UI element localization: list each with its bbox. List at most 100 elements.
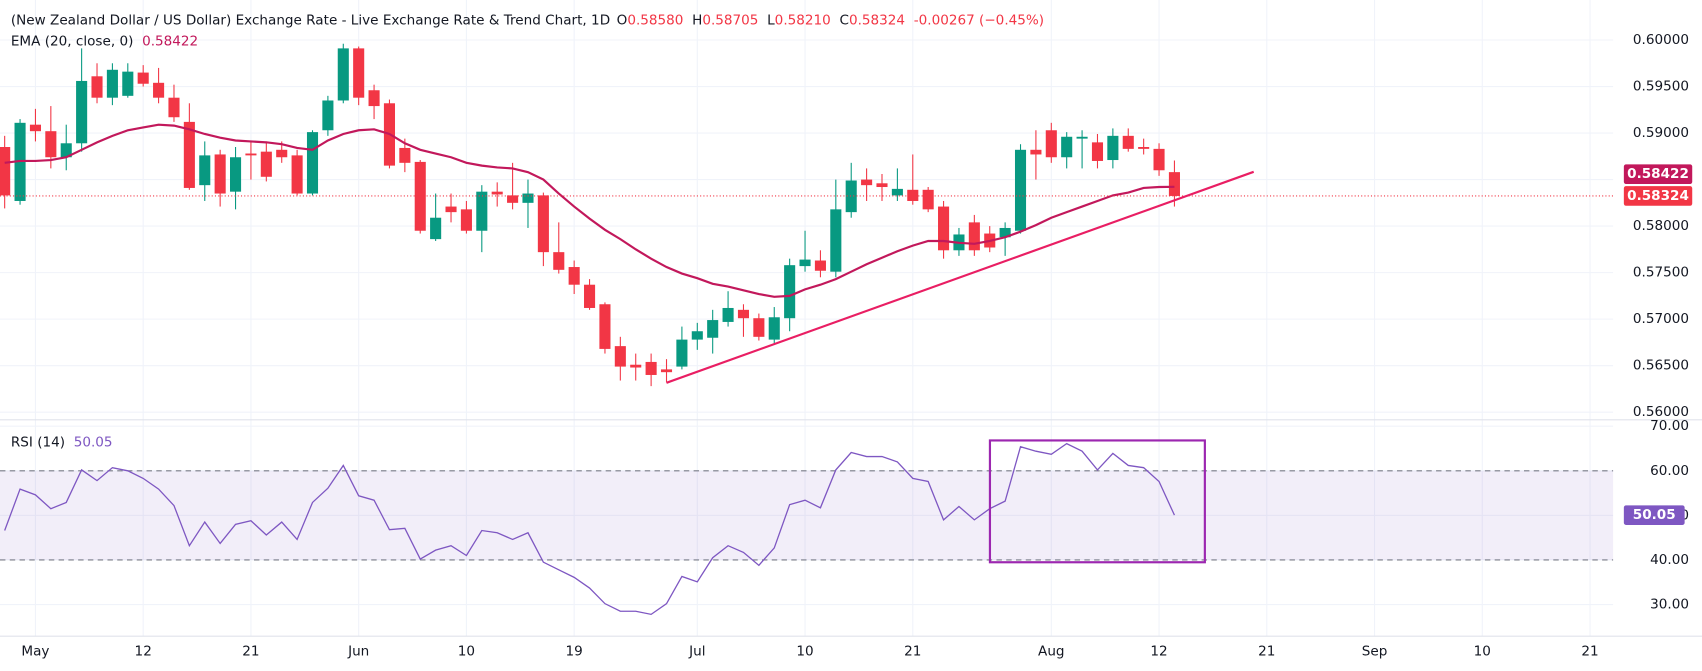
ohlc-value: 0.58705 — [702, 13, 758, 29]
candle-body — [968, 222, 980, 251]
candle-body — [1153, 148, 1165, 171]
ohlc-key: H — [692, 13, 702, 29]
x-tick-label: Aug — [1038, 643, 1064, 659]
price-badge — [1623, 164, 1693, 184]
candle-body — [876, 183, 888, 188]
ohlc-key: L — [767, 13, 775, 29]
labels: 0.560000.565000.570000.575000.580000.585… — [21, 32, 1693, 659]
candle-body — [476, 191, 488, 231]
ohlc-value: 0.58210 — [775, 13, 831, 29]
ohlc-key: C — [839, 13, 848, 29]
candle-body — [291, 155, 303, 194]
candle-body — [1168, 172, 1180, 196]
candle-body — [137, 72, 149, 84]
candle-body — [1061, 136, 1073, 158]
candle-body — [630, 364, 642, 368]
candle-body — [1107, 135, 1119, 161]
y-tick-label: 40.00 — [1650, 552, 1689, 568]
candle-body — [676, 339, 688, 367]
ema-line — [4, 123, 1175, 298]
price-badge-label: 0.58422 — [1627, 166, 1689, 182]
candle-body — [1138, 147, 1150, 149]
candle-body — [999, 227, 1011, 238]
candle-body — [460, 209, 472, 231]
price-badge-label: 0.58324 — [1627, 188, 1689, 204]
y-tick-label: 0.60000 — [1633, 32, 1689, 48]
x-tick-label: 12 — [135, 643, 152, 659]
candle-body — [230, 157, 242, 192]
candle-body — [522, 193, 534, 203]
candle-body — [568, 267, 580, 285]
candle-body — [768, 317, 780, 340]
highlight-box — [988, 439, 1206, 564]
candle-body — [60, 143, 72, 158]
y-tick-label: 30.00 — [1650, 597, 1689, 613]
y-tick-label: 70.00 — [1650, 418, 1689, 434]
x-tick-label: 12 — [1150, 643, 1167, 659]
candle-body — [938, 206, 950, 251]
candle-body — [907, 189, 919, 201]
marks — [0, 43, 1614, 616]
trend-line — [666, 170, 1255, 384]
candle-body — [1091, 142, 1104, 161]
candle-body — [445, 206, 457, 213]
candle-body — [1076, 136, 1088, 139]
candle-body — [599, 304, 611, 349]
candle-body — [322, 100, 334, 131]
y-tick-label: 0.58000 — [1633, 218, 1689, 234]
candle-body — [891, 188, 903, 196]
y-tick-label: 0.56000 — [1633, 404, 1689, 420]
x-tick-label: 21 — [242, 643, 259, 659]
ohlc-key: O — [617, 13, 628, 29]
candle-body — [122, 71, 134, 96]
candle-body — [306, 132, 319, 194]
y-tick-label: 0.59000 — [1633, 125, 1689, 141]
candle-body — [861, 179, 873, 186]
candle-body — [399, 147, 411, 163]
candle-body — [353, 48, 365, 98]
candle-body — [29, 124, 41, 132]
rsi-line — [4, 442, 1176, 616]
legend-name: EMA (20, close, 0) — [11, 33, 134, 49]
x-tick-label: 21 — [904, 643, 921, 659]
chart-title: (New Zealand Dollar / US Dollar) Exchang… — [11, 13, 610, 29]
candle-body — [183, 121, 195, 188]
candle-body — [45, 131, 57, 158]
candle-body — [645, 361, 657, 375]
ohlc-value: 0.58580 — [627, 13, 683, 29]
x-tick-label: May — [21, 643, 49, 659]
ohlc-value: 0.58324 — [849, 13, 905, 29]
candle-body — [1045, 130, 1057, 158]
candle-body — [1014, 149, 1027, 231]
candle-body — [168, 97, 180, 118]
x-tick-label: Jun — [347, 643, 369, 659]
ema-legend: EMA (20, close, 0) 0.58422 — [11, 33, 198, 49]
legend-value: 50.05 — [74, 435, 113, 451]
candle-body — [76, 80, 88, 144]
y-tick-label: 0.56500 — [1633, 358, 1689, 374]
y-tick-label: 0.59500 — [1633, 79, 1689, 95]
candle-body — [614, 346, 626, 367]
rsi-legend: RSI (14) 50.05 — [11, 435, 113, 451]
legend-name: RSI (14) — [11, 435, 65, 451]
y-tick-label: 0.57000 — [1633, 311, 1689, 327]
candle-body — [491, 191, 503, 195]
candle-body — [1030, 149, 1042, 155]
candle-body — [337, 48, 349, 101]
x-tick-label: 19 — [566, 643, 583, 659]
y-tick-label: 60.00 — [1650, 463, 1689, 479]
y-tick-label: 0.57500 — [1633, 265, 1689, 281]
x-tick-label: 10 — [1474, 643, 1491, 659]
candle-body — [245, 153, 257, 156]
candle-body — [845, 180, 857, 213]
candle-body — [691, 331, 703, 340]
candle-body — [537, 195, 549, 253]
candle-body — [260, 151, 272, 177]
candle-body — [368, 90, 380, 107]
candle-body — [276, 149, 288, 158]
candle-body — [507, 195, 519, 203]
rsi-badge — [1623, 505, 1685, 525]
candle-body — [91, 76, 103, 98]
